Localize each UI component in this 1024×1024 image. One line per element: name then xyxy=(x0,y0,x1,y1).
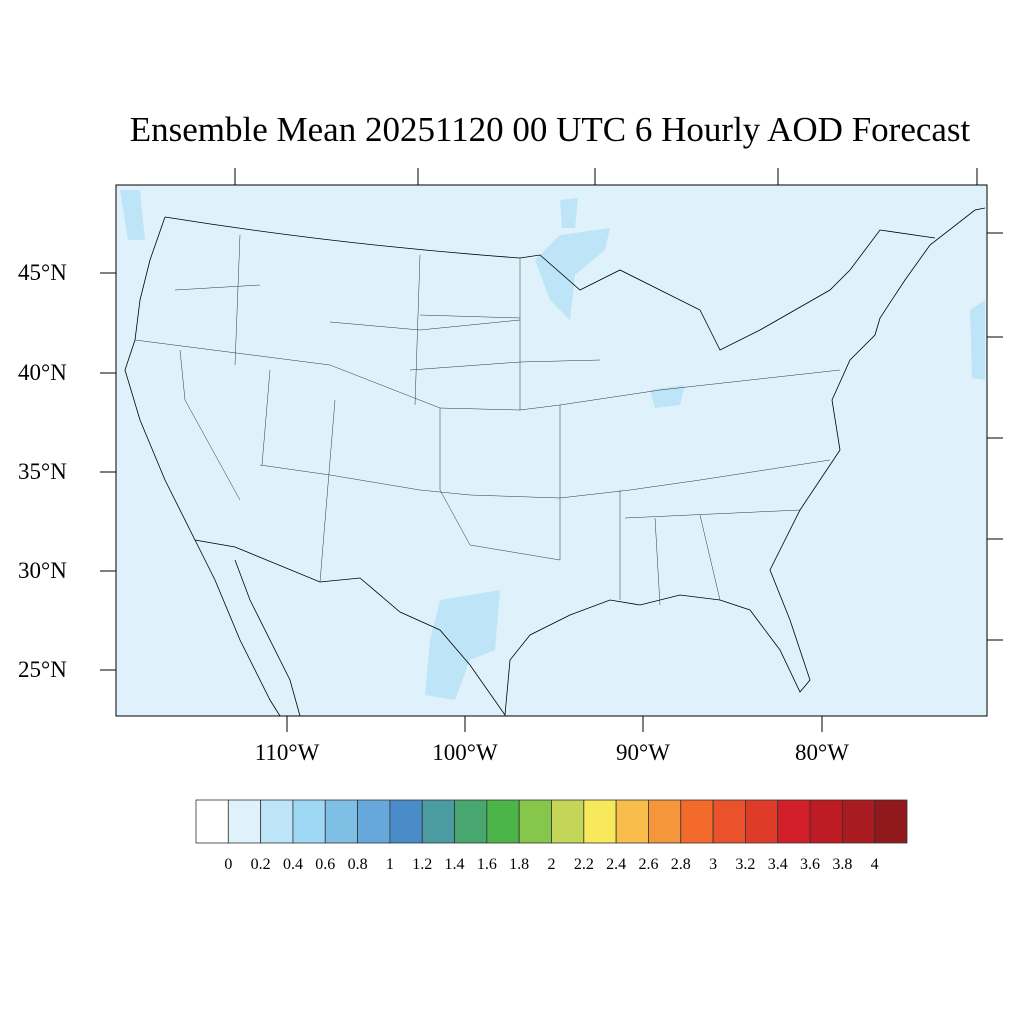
us-outline xyxy=(124,207,986,716)
lon-label: 110°W xyxy=(254,740,320,765)
colorbar-label: 0 xyxy=(224,856,233,873)
colorbar-box xyxy=(712,799,746,844)
colorbar-box xyxy=(454,799,488,844)
colorbar-box xyxy=(486,799,520,844)
colorbar-box xyxy=(841,799,876,844)
colorbar-box xyxy=(648,799,682,844)
colorbar-label: 3.6 xyxy=(800,856,821,873)
colorbar-label: 1.8 xyxy=(509,856,530,873)
baja-coast xyxy=(194,539,301,716)
canada-border xyxy=(164,216,936,351)
colorbar-box xyxy=(680,799,714,844)
colorbar-box xyxy=(421,799,455,844)
map-frame xyxy=(115,184,988,717)
lon-label: 80°W xyxy=(795,740,849,765)
map-title: Ensemble Mean 20251120 00 UTC 6 Hourly A… xyxy=(129,110,971,149)
colorbar-label: 0.4 xyxy=(282,856,303,873)
colorbar-box xyxy=(195,799,229,844)
plume-indiana xyxy=(650,385,685,408)
colorbar-box xyxy=(874,799,908,844)
colorbar-label: 2.4 xyxy=(606,856,627,873)
colorbar-box xyxy=(615,799,649,844)
colorbar-label: 1 xyxy=(385,856,394,873)
plume-lake-superior xyxy=(560,198,578,228)
lon-label: 100°W xyxy=(432,740,498,765)
colorbar xyxy=(195,799,908,844)
colorbar-label: 3.8 xyxy=(832,856,853,873)
lat-label: 30°N xyxy=(18,558,67,583)
aod-plumes xyxy=(120,190,985,700)
colorbar-label: 3 xyxy=(709,856,718,873)
colorbar-box xyxy=(357,799,391,844)
plume-texas xyxy=(425,590,500,700)
colorbar-label: 4 xyxy=(870,856,879,873)
colorbar-label: 0.2 xyxy=(250,856,271,873)
colorbar-box xyxy=(389,799,423,844)
lat-label: 40°N xyxy=(18,360,67,385)
colorbar-box xyxy=(292,799,326,844)
colorbar-box xyxy=(518,799,552,844)
lat-label: 35°N xyxy=(18,459,67,484)
colorbar-label: 2 xyxy=(547,856,556,873)
plume-atlantic xyxy=(970,300,985,380)
colorbar-label: 1.6 xyxy=(476,856,497,873)
colorbar-box xyxy=(777,799,811,844)
colorbar-label: 3.2 xyxy=(735,856,756,873)
state-borders xyxy=(134,234,841,606)
colorbar-label: 3.4 xyxy=(767,856,788,873)
colorbar-box xyxy=(583,799,617,844)
colorbar-label: 1.4 xyxy=(444,856,465,873)
colorbar-box xyxy=(324,799,358,844)
lat-label: 45°N xyxy=(18,260,67,285)
colorbar-label: 2.6 xyxy=(638,856,659,873)
colorbar-box xyxy=(745,799,779,844)
colorbar-label: 0.6 xyxy=(315,856,336,873)
coastlines-borders xyxy=(124,207,986,716)
colorbar-label: 2.2 xyxy=(573,856,594,873)
colorbar-label: 1.2 xyxy=(412,856,433,873)
axis-ticks xyxy=(100,168,1003,732)
colorbar-label: 0.8 xyxy=(347,856,368,873)
lon-label: 90°W xyxy=(616,740,670,765)
colorbar-box xyxy=(227,799,262,844)
colorbar-box xyxy=(551,799,585,844)
plume-pacific-nw xyxy=(120,190,145,240)
colorbar-box xyxy=(809,799,843,844)
colorbar-label: 2.8 xyxy=(670,856,691,873)
colorbar-box xyxy=(260,799,294,844)
lat-label: 25°N xyxy=(18,657,67,682)
plume-great-lakes xyxy=(535,228,610,320)
